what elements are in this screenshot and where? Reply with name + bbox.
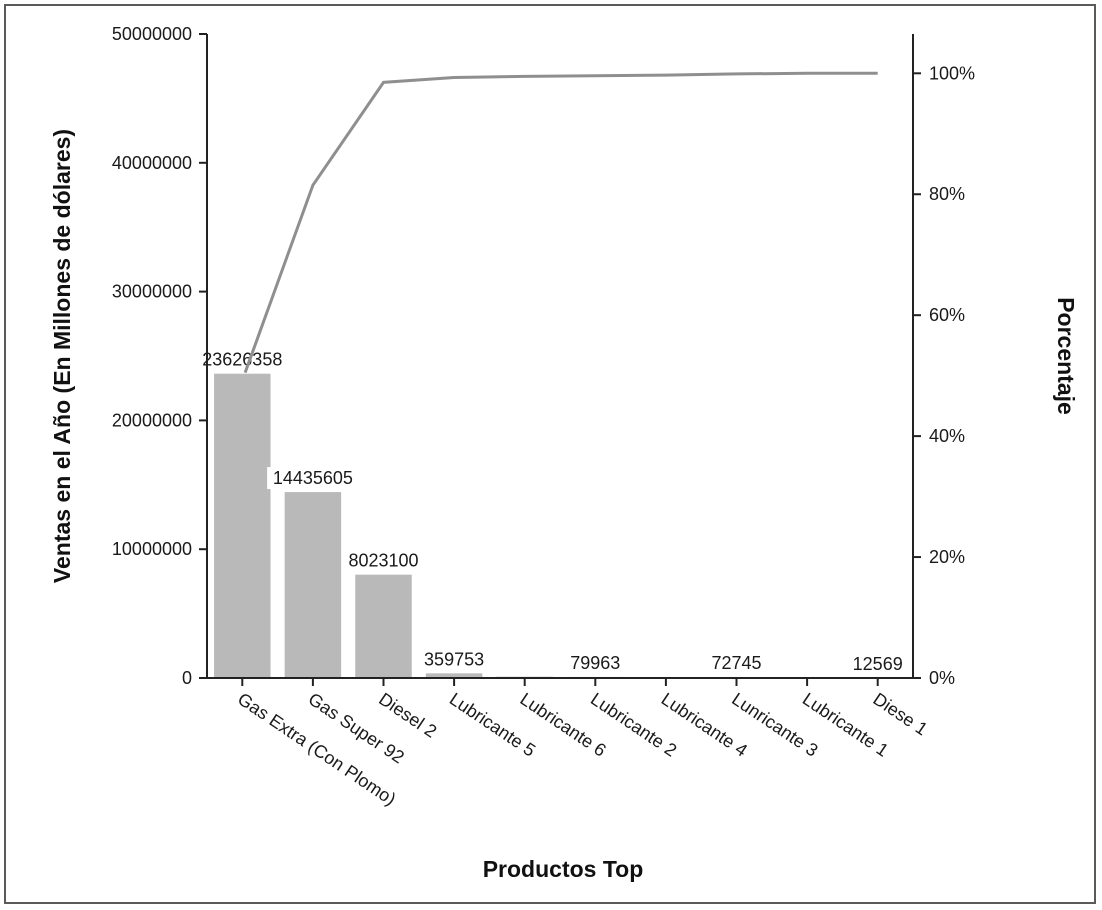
data-label: 12569	[853, 654, 903, 674]
y2-axis-title: Porcentaje	[1053, 297, 1079, 415]
x-axis-ticks: Gas Extra (Con Plomo)Gas Super 92Diesel …	[234, 678, 931, 809]
bar	[355, 575, 411, 678]
x-axis-title: Productos Top	[483, 856, 644, 882]
data-label: 72745	[711, 653, 761, 673]
y2-axis-ticks: 0% 20% 40% 60% 80% 100%	[913, 63, 975, 688]
y-tick-label: 40000000	[112, 153, 192, 173]
y-axis-title: Ventas en el Año (En Millones de dólares…	[49, 129, 75, 583]
data-label: 14435605	[273, 468, 353, 488]
y2-tick-label: 60%	[929, 305, 965, 325]
y-tick-label: 20000000	[112, 410, 192, 430]
data-label: 359753	[424, 649, 484, 669]
y2-tick-label: 80%	[929, 184, 965, 204]
y-axis-ticks: 0 10000000 20000000 30000000 40000000 5000000…	[112, 24, 207, 688]
y-tick-label: 10000000	[112, 539, 192, 559]
x-tick-label: Diese 1	[869, 689, 931, 740]
data-label: 23626358	[202, 350, 282, 370]
bar	[214, 374, 270, 678]
y2-tick-label: 0%	[929, 668, 955, 688]
y2-tick-label: 40%	[929, 426, 965, 446]
x-tick-label: Diesel 2	[375, 689, 440, 742]
y2-tick-label: 20%	[929, 547, 965, 567]
cumulative-percent-line	[245, 73, 878, 372]
y-tick-label: 50000000	[112, 24, 192, 44]
data-label: 79963	[570, 653, 620, 673]
bar	[285, 492, 341, 678]
y-tick-label: 30000000	[112, 282, 192, 302]
y-tick-label: 0	[182, 668, 192, 688]
y2-tick-label: 100%	[929, 63, 975, 83]
data-label: 8023100	[348, 551, 418, 571]
bar-series	[214, 374, 906, 678]
